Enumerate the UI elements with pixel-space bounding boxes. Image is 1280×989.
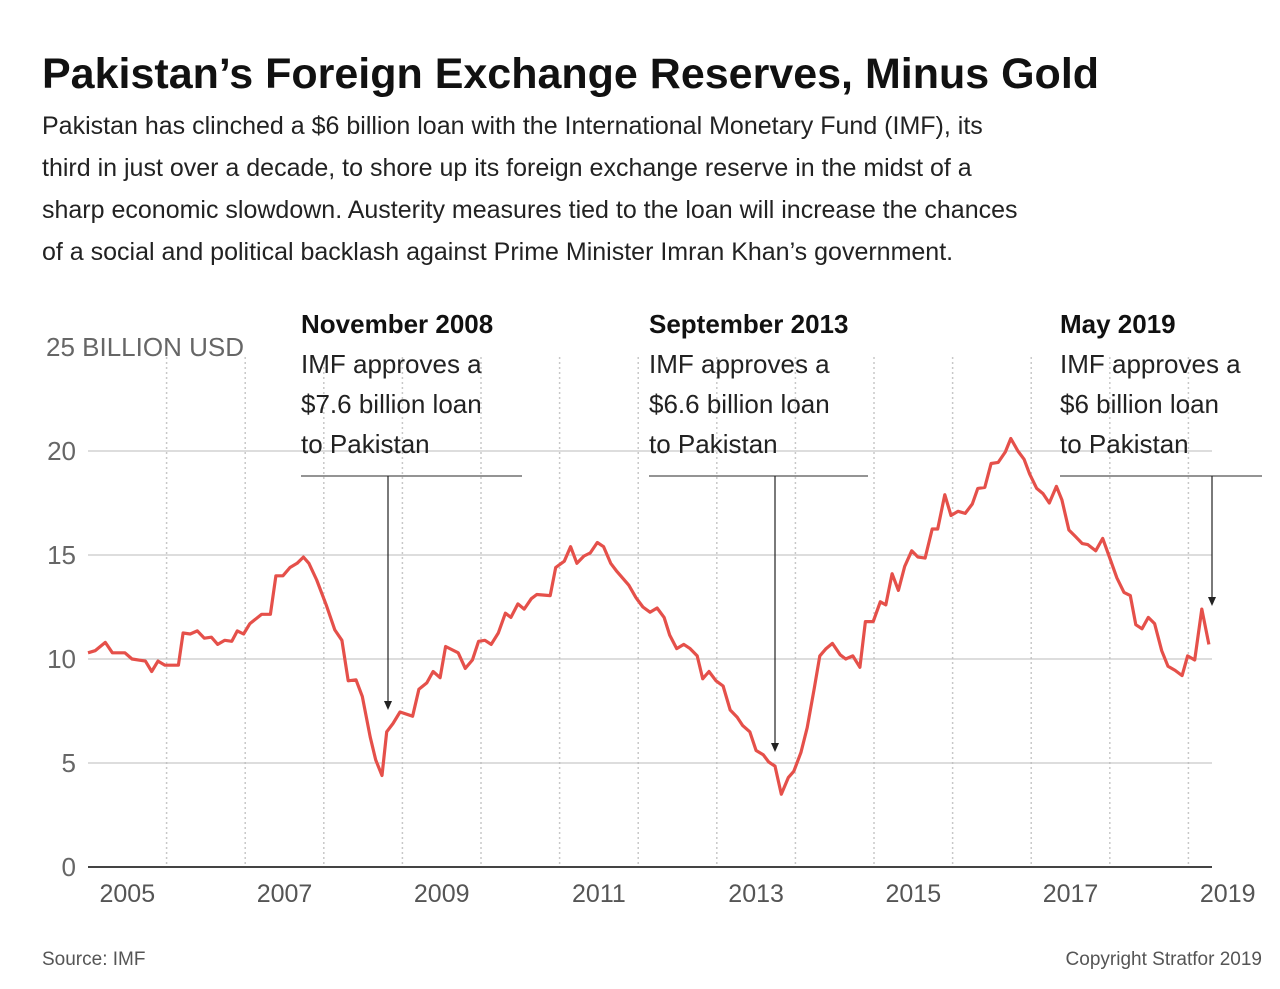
y-tick-label: 10 bbox=[47, 644, 76, 674]
copyright: Copyright Stratfor 2019 bbox=[1066, 949, 1262, 970]
x-tick-label: 2017 bbox=[1043, 880, 1099, 908]
x-tick-label: 2019 bbox=[1200, 880, 1256, 908]
y-tick-label: 0 bbox=[62, 852, 76, 882]
source: Source: IMF bbox=[42, 949, 145, 970]
y-tick-label: 25 BILLION USD bbox=[46, 332, 244, 362]
annotation-text: IMF approves a bbox=[1060, 349, 1241, 379]
annotation-text: IMF approves a bbox=[301, 349, 482, 379]
x-tick-label: 2015 bbox=[886, 880, 942, 908]
data-line bbox=[87, 436, 1211, 796]
annotation-text: to Pakistan bbox=[301, 429, 430, 459]
subtitle: sharp economic slowdown. Austerity measu… bbox=[42, 196, 1018, 224]
arrow-head bbox=[771, 743, 779, 752]
x-tick-label: 2005 bbox=[99, 880, 155, 908]
annotation-text: to Pakistan bbox=[1060, 429, 1189, 459]
subtitle: third in just over a decade, to shore up… bbox=[42, 154, 972, 182]
subtitle: of a social and political backlash again… bbox=[42, 238, 953, 266]
y-tick-label: 5 bbox=[62, 748, 76, 778]
x-tick-label: 2011 bbox=[572, 880, 626, 908]
x-tick-label: 2013 bbox=[728, 880, 784, 908]
annotation-text: $6 billion loan bbox=[1060, 389, 1219, 419]
annotation-text: $7.6 billion loan bbox=[301, 389, 482, 419]
arrow-head bbox=[384, 701, 392, 710]
x-tick-label: 2009 bbox=[414, 880, 470, 908]
subtitle: Pakistan has clinched a $6 billion loan … bbox=[42, 112, 983, 140]
chart-title: Pakistan’s Foreign Exchange Reserves, Mi… bbox=[42, 50, 1099, 98]
annotation-title: November 2008 bbox=[301, 309, 493, 339]
annotation-title: May 2019 bbox=[1060, 309, 1176, 339]
arrow-head bbox=[1208, 597, 1216, 606]
x-tick-label: 2007 bbox=[257, 880, 313, 908]
annotation-text: $6.6 billion loan bbox=[649, 389, 830, 419]
annotation-text: to Pakistan bbox=[649, 429, 778, 459]
y-tick-label: 20 bbox=[47, 436, 76, 466]
annotation-title: September 2013 bbox=[649, 309, 848, 339]
annotation-text: IMF approves a bbox=[649, 349, 830, 379]
y-tick-label: 15 bbox=[47, 540, 76, 570]
